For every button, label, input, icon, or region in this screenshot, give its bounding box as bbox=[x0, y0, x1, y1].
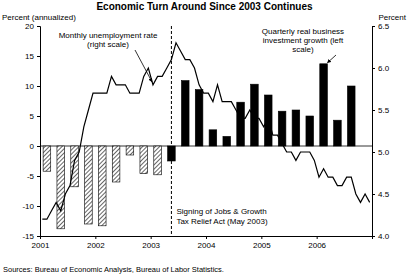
y-axis-title: Percent (annualized) bbox=[2, 13, 76, 22]
x-tick: 2005 bbox=[253, 236, 271, 250]
y2-tick-mark bbox=[372, 236, 375, 237]
bar bbox=[140, 146, 148, 174]
y2-tick: 6.0 bbox=[372, 64, 390, 73]
y2-tick-label: 4.5 bbox=[378, 190, 390, 199]
y2-tick-mark bbox=[372, 152, 375, 153]
chart: 2001 2002 2003 2004 2005 2006 -15 -10 -5 0 5 10 15 20… bbox=[0, 0, 409, 280]
x-tick-mark bbox=[95, 236, 96, 239]
y2-axis: 4.0 4.5 5.0 5.5 6.0 6.5 bbox=[372, 22, 390, 241]
y-tick: 10 bbox=[25, 82, 40, 91]
y-tick: 0 bbox=[30, 142, 40, 151]
y2-tick-label: 5.5 bbox=[378, 106, 390, 115]
bar bbox=[223, 136, 231, 146]
x-tick-label: 2001 bbox=[32, 241, 50, 250]
y-tick: 20 bbox=[25, 22, 40, 31]
y-tick-label: 0 bbox=[30, 142, 35, 151]
y2-tick: 4.5 bbox=[372, 190, 390, 199]
x-tick-label: 2005 bbox=[253, 241, 271, 250]
x-tick: 2003 bbox=[142, 236, 160, 250]
x-tick-mark bbox=[317, 236, 318, 239]
y2-tick: 6.5 bbox=[372, 22, 390, 31]
bar bbox=[57, 146, 65, 229]
bar bbox=[334, 120, 342, 146]
bar bbox=[85, 146, 93, 224]
y-tick-mark bbox=[37, 116, 40, 117]
bar bbox=[43, 146, 51, 171]
y-tick: -5 bbox=[27, 172, 40, 181]
y-tick-mark bbox=[37, 86, 40, 87]
series-label: Quarterly real businessinvestment growth… bbox=[262, 27, 344, 54]
x-tick-label: 2002 bbox=[87, 241, 105, 250]
y-tick: 5 bbox=[30, 112, 40, 121]
y-tick: 15 bbox=[25, 52, 40, 61]
x-tick-label: 2003 bbox=[142, 241, 160, 250]
bar bbox=[292, 110, 300, 146]
y-tick-mark bbox=[37, 176, 40, 177]
x-tick-mark bbox=[206, 236, 207, 239]
x-tick: 2006 bbox=[308, 236, 326, 250]
y-tick-mark bbox=[37, 206, 40, 207]
title: Economic Turn Around Since 2003 Continue… bbox=[96, 1, 313, 12]
bar bbox=[320, 64, 328, 146]
bar bbox=[98, 146, 106, 226]
x-tick: 2001 bbox=[32, 236, 50, 250]
y2-tick: 4.0 bbox=[372, 232, 390, 241]
y-tick-label: 10 bbox=[25, 82, 34, 91]
annotation-arrow bbox=[327, 55, 336, 63]
y-tick-label: 15 bbox=[25, 52, 34, 61]
x-tick-mark bbox=[151, 236, 152, 239]
y-axis-line bbox=[37, 27, 41, 237]
bar bbox=[71, 146, 79, 187]
y2-tick-label: 6.0 bbox=[378, 64, 390, 73]
bar bbox=[237, 102, 245, 146]
bar bbox=[278, 111, 286, 146]
y2-tick-label: 4.0 bbox=[378, 232, 390, 241]
x-tick-mark bbox=[261, 236, 262, 239]
y-axis: -15 -10 -5 0 5 10 15 20 bbox=[22, 22, 40, 241]
bar bbox=[251, 84, 259, 146]
x-tick-label: 2006 bbox=[308, 241, 326, 250]
plot-area bbox=[42, 43, 369, 229]
x-axis-line bbox=[41, 237, 373, 240]
y-tick-label: 5 bbox=[30, 112, 35, 121]
x-axis: 2001 2002 2003 2004 2005 2006 bbox=[32, 236, 373, 250]
y-tick-label: -15 bbox=[22, 232, 34, 241]
y-tick-mark bbox=[37, 236, 40, 237]
annotation-arrow bbox=[135, 50, 152, 82]
y2-tick-mark bbox=[372, 110, 375, 111]
source: Sources: Bureau of Economic Analysis, Bu… bbox=[3, 265, 224, 274]
y2-tick-label: 5.0 bbox=[378, 148, 390, 157]
line bbox=[42, 43, 369, 219]
y-tick-label: -5 bbox=[27, 172, 35, 181]
y-tick: -15 bbox=[22, 232, 40, 241]
bar bbox=[347, 86, 355, 146]
y2-tick-mark bbox=[372, 68, 375, 69]
bar bbox=[306, 116, 314, 146]
x-tick: 2002 bbox=[87, 236, 105, 250]
y2-axis-title: Percent bbox=[378, 13, 406, 22]
bar bbox=[209, 130, 217, 146]
y2-tick: 5.0 bbox=[372, 148, 390, 157]
bar bbox=[154, 146, 162, 175]
y-tick-label: 20 bbox=[25, 22, 34, 31]
y-tick-mark bbox=[37, 56, 40, 57]
series-label: Monthly unemployment rate(right scale) bbox=[59, 31, 158, 49]
bar bbox=[181, 81, 189, 146]
event-label: Signing of Jobs & GrowthTax Relief Act (… bbox=[176, 207, 267, 226]
y2-tick: 5.5 bbox=[372, 106, 390, 115]
x-tick-label: 2004 bbox=[198, 241, 216, 250]
y-tick: -10 bbox=[22, 202, 40, 211]
event-line bbox=[171, 26, 172, 236]
bar bbox=[126, 146, 134, 155]
bar bbox=[195, 90, 203, 146]
y-tick-label: -10 bbox=[22, 202, 34, 211]
y-tick-mark bbox=[37, 26, 40, 27]
y2-tick-label: 6.5 bbox=[378, 22, 390, 31]
y2-tick-mark bbox=[372, 26, 375, 27]
y2-tick-mark bbox=[372, 194, 375, 195]
y-tick-mark bbox=[37, 146, 40, 147]
bar bbox=[112, 146, 120, 182]
y2-axis-line bbox=[373, 27, 376, 237]
x-tick: 2004 bbox=[198, 236, 216, 250]
